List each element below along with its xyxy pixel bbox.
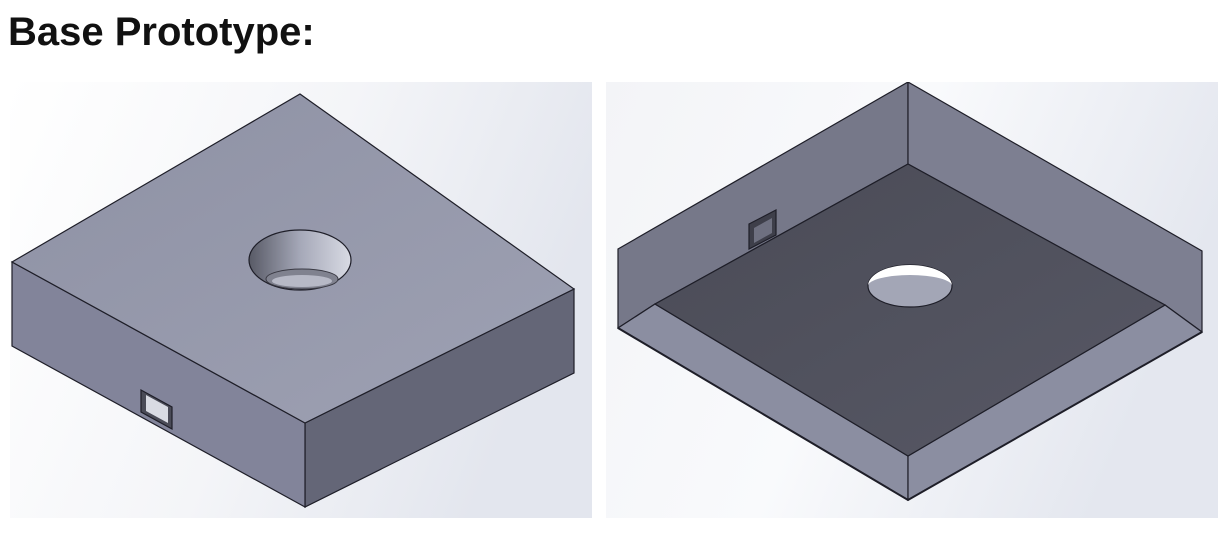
center-hole xyxy=(248,229,352,291)
side-port-slot xyxy=(140,388,173,431)
underside-view-drawing xyxy=(606,82,1218,518)
top-view-drawing xyxy=(10,82,592,518)
underside-isometric-view xyxy=(606,82,1218,518)
outer-front-edge xyxy=(617,327,1203,502)
side-port-slot xyxy=(748,209,777,250)
top-isometric-view xyxy=(10,82,592,518)
center-hole xyxy=(867,264,953,308)
page-title: Base Prototype: xyxy=(8,10,315,54)
inner-floor xyxy=(653,163,1167,457)
